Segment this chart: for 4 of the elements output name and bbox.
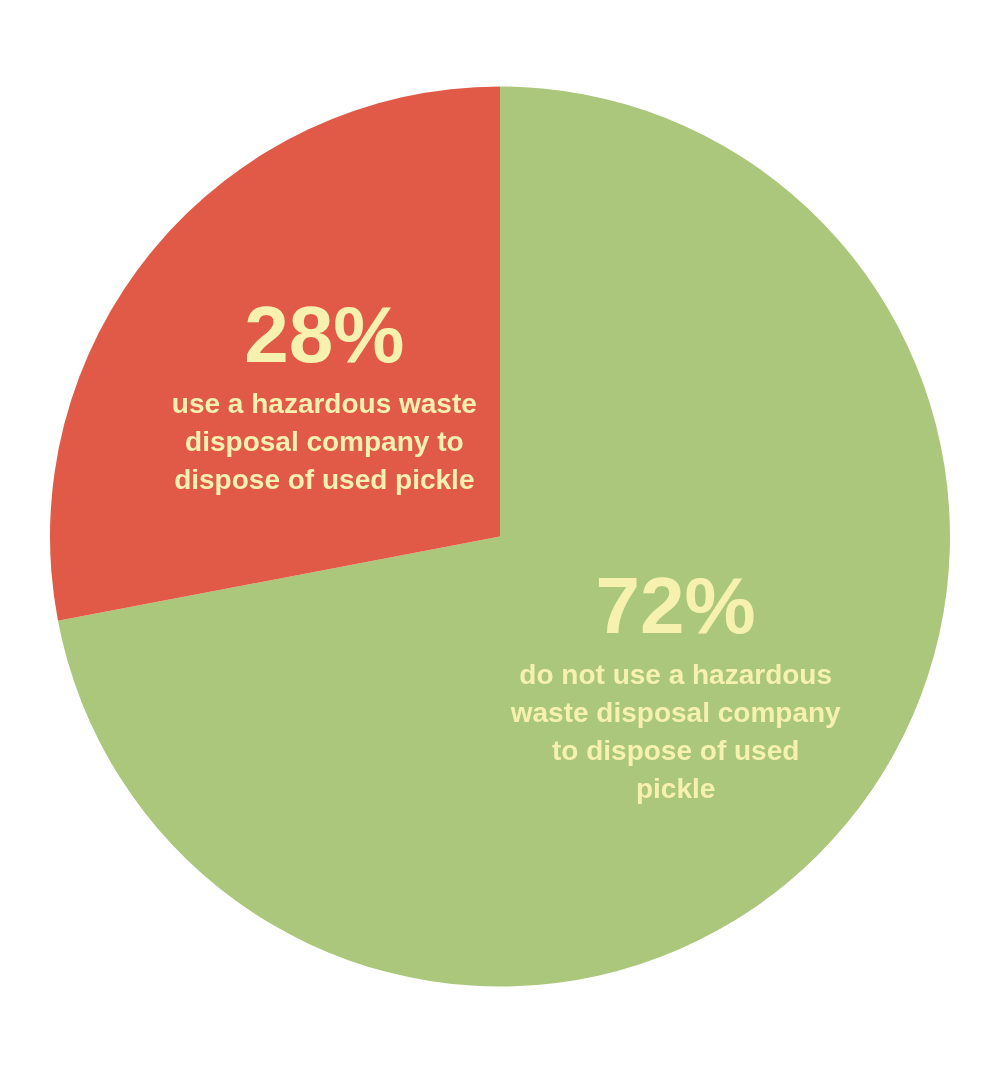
data-label: 28%: [244, 289, 405, 379]
data-label: 72%: [595, 561, 756, 651]
slice-label: do not use a hazardous waste disposal company to dispose of used pickle: [509, 659, 842, 805]
slice-label: use a hazardous waste disposal company to dispose of used pickle: [171, 387, 477, 495]
